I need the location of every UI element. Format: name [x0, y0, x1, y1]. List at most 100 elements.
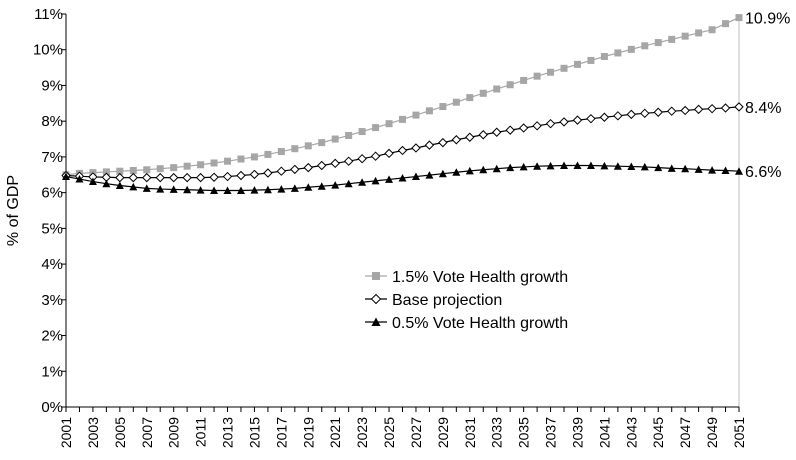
data-point — [264, 150, 272, 158]
x-tick-label: 2007 — [139, 417, 155, 448]
data-point — [210, 186, 219, 194]
data-point — [518, 123, 529, 133]
data-point — [425, 171, 434, 179]
y-tick-label: 6% — [41, 185, 63, 202]
data-point — [560, 161, 569, 169]
data-point — [276, 166, 287, 176]
x-tick-label: 2033 — [489, 417, 505, 448]
y-tick-label: 1% — [41, 363, 63, 380]
data-point — [707, 103, 717, 114]
legend-entry: Base projection — [365, 292, 502, 309]
data-point — [155, 172, 165, 183]
data-point — [466, 94, 474, 102]
legend-marker — [372, 272, 380, 280]
y-tick-label: 0% — [41, 399, 63, 416]
legend: 1.5% Vote Health growth Base projection 0.… — [365, 269, 568, 332]
data-point — [668, 35, 676, 43]
x-tick-label: 2011 — [193, 417, 209, 447]
end-value-label: 8.4% — [745, 100, 781, 117]
y-tick-label: 11% — [34, 6, 63, 23]
data-point — [492, 127, 502, 137]
end-labels: 10.9% 8.4% 6.6% — [745, 11, 790, 182]
data-point — [330, 158, 340, 169]
data-point — [88, 177, 97, 186]
data-point — [451, 135, 462, 145]
data-point — [372, 124, 380, 132]
data-point — [479, 89, 487, 97]
data-point — [560, 64, 568, 72]
y-tick-label: 4% — [41, 256, 63, 273]
data-point — [196, 186, 205, 194]
end-value-label: 10.9% — [745, 11, 790, 28]
data-point — [224, 157, 232, 165]
data-point — [331, 135, 339, 143]
data-point — [438, 137, 448, 148]
x-tick-label: 2017 — [273, 417, 289, 448]
data-point — [533, 72, 541, 80]
data-point — [384, 148, 394, 159]
data-point — [439, 103, 447, 111]
data-point — [344, 179, 353, 188]
data-point — [398, 173, 407, 182]
end-value-label: 6.6% — [745, 164, 781, 181]
data-point — [708, 166, 717, 174]
x-tick-label: 2049 — [704, 417, 720, 448]
legend-entry: 0.5% Vote Health growth — [365, 315, 568, 332]
data-point — [143, 166, 151, 174]
x-tick-label: 2009 — [166, 417, 182, 448]
data-point — [129, 166, 137, 174]
data-point — [358, 178, 367, 186]
data-point — [424, 140, 435, 150]
data-point — [667, 164, 676, 172]
data-point — [142, 184, 151, 192]
y-tick-label: 5% — [41, 220, 63, 237]
x-tick-label: 2031 — [462, 417, 478, 448]
x-tick-label: 2045 — [650, 417, 666, 448]
data-point — [693, 104, 704, 115]
x-tick-label: 2029 — [435, 417, 451, 448]
x-tick-label: 2027 — [408, 417, 424, 448]
series-2 — [61, 102, 744, 183]
data-point — [371, 176, 380, 185]
data-point — [183, 185, 192, 194]
data-point — [653, 107, 663, 117]
data-point — [222, 171, 233, 182]
data-point — [654, 163, 663, 172]
data-point — [654, 39, 662, 47]
data-point — [277, 185, 286, 193]
x-tick-label: 2015 — [246, 417, 262, 448]
data-point — [197, 161, 205, 169]
data-point — [115, 181, 124, 189]
data-point — [304, 142, 312, 150]
data-point — [331, 181, 340, 189]
data-point — [182, 172, 192, 183]
data-point — [465, 132, 475, 142]
data-point — [397, 145, 408, 156]
data-point — [573, 161, 582, 169]
data-point — [506, 163, 515, 172]
data-point — [317, 160, 327, 171]
data-point — [493, 85, 501, 93]
data-point — [708, 26, 716, 34]
data-point — [600, 161, 609, 170]
legend-label: 0.5% Vote Health growth — [392, 315, 568, 332]
data-point — [249, 169, 260, 180]
data-point — [666, 106, 677, 116]
data-point — [613, 162, 622, 170]
y-tick-label: 10% — [33, 42, 63, 59]
data-point — [277, 148, 285, 156]
y-axis-label: % of GDP — [5, 175, 22, 246]
data-point — [291, 145, 299, 153]
data-point — [385, 120, 393, 128]
data-point — [62, 172, 70, 181]
data-point — [641, 42, 649, 50]
data-point — [399, 115, 406, 123]
y-tick-label: 3% — [41, 292, 63, 309]
data-point — [734, 102, 744, 112]
data-point — [586, 161, 595, 169]
x-axis: 2001 2003 2005 2007 2009 2011 2013 2015 2017 2019… — [58, 406, 747, 448]
data-point — [479, 165, 488, 174]
data-point — [640, 108, 650, 119]
data-point — [343, 156, 354, 166]
